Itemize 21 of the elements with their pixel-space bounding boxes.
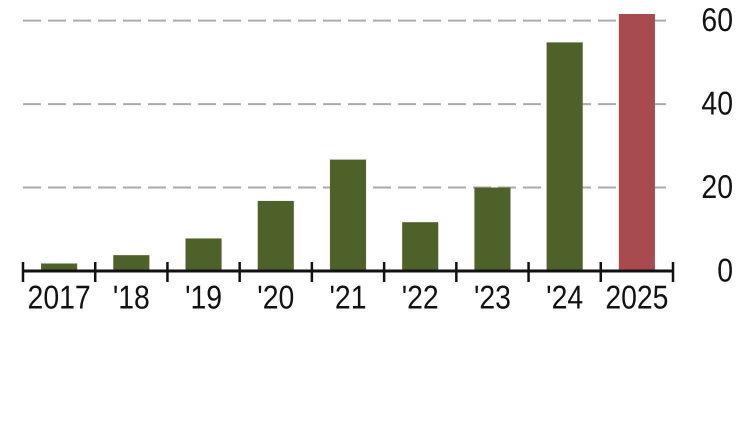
x-tick-label: '21 xyxy=(330,278,366,316)
x-tick-label: '22 xyxy=(402,278,439,316)
y-tick-label: 0 xyxy=(717,252,733,290)
x-tick-label: '19 xyxy=(185,278,222,316)
bar xyxy=(618,14,655,271)
x-tick-label: 2017 xyxy=(28,278,91,316)
y-tick-label: 60 xyxy=(701,1,733,39)
bar xyxy=(330,160,366,271)
y-tick-label: 40 xyxy=(701,84,733,122)
x-tick-label: '20 xyxy=(257,278,294,316)
bar xyxy=(258,200,294,271)
y-tick-label: 20 xyxy=(701,168,733,206)
x-tick-label: '23 xyxy=(474,278,511,316)
bar xyxy=(113,255,150,271)
bar xyxy=(402,222,438,271)
x-tick-label: 2025 xyxy=(605,278,668,316)
bar xyxy=(474,188,510,271)
x-tick-label: '24 xyxy=(546,278,584,316)
bar xyxy=(546,42,583,271)
x-tick-label: '18 xyxy=(112,278,150,316)
bar xyxy=(186,238,222,271)
